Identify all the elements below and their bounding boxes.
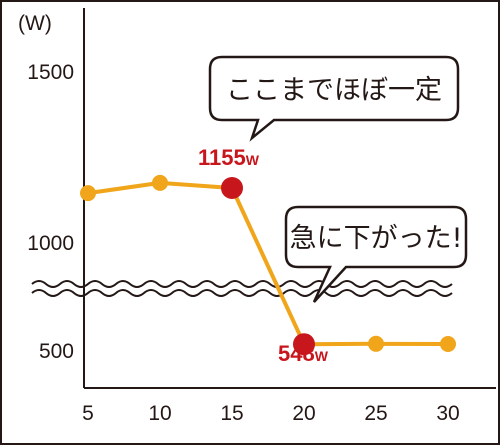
callout-bubble xyxy=(284,205,468,303)
y-tick-label: 1000 xyxy=(27,232,74,255)
x-tick-label: 25 xyxy=(364,402,387,425)
callout-text: 急に下がった! xyxy=(290,223,463,254)
value-unit: W xyxy=(315,348,329,364)
x-tick-label: 5 xyxy=(82,402,94,425)
x-tick-label: 30 xyxy=(436,402,459,425)
callout-steady: ここまでほぼ一定 xyxy=(208,55,460,142)
value-number: 1155 xyxy=(198,145,246,170)
data-point xyxy=(152,174,168,191)
callout-text: ここまでほぼ一定 xyxy=(226,75,442,106)
y-tick-label: 1500 xyxy=(27,61,74,84)
axis-break-line-lower xyxy=(31,289,453,297)
callout-bubble xyxy=(208,55,460,142)
x-tick-label: 20 xyxy=(292,402,315,425)
highlighted-data-point xyxy=(221,176,243,199)
y-tick-label: 500 xyxy=(39,340,74,363)
data-point xyxy=(368,335,384,352)
value-label-1155: 1155W xyxy=(198,145,260,170)
highlighted-data-point xyxy=(293,333,315,356)
series-line xyxy=(87,180,449,347)
series-layer xyxy=(80,174,456,356)
data-point xyxy=(80,185,96,202)
data-point xyxy=(440,336,456,352)
value-number: 548 xyxy=(278,341,315,366)
callout-drop: 急に下がった! xyxy=(284,205,468,303)
x-tick-label: 10 xyxy=(148,402,171,425)
y-axis-unit: (W) xyxy=(18,12,52,35)
x-tick-label: 15 xyxy=(220,402,243,425)
axis-break-line-upper xyxy=(31,280,453,288)
value-unit: W xyxy=(246,152,260,168)
value-label-548: 548W xyxy=(278,341,329,366)
